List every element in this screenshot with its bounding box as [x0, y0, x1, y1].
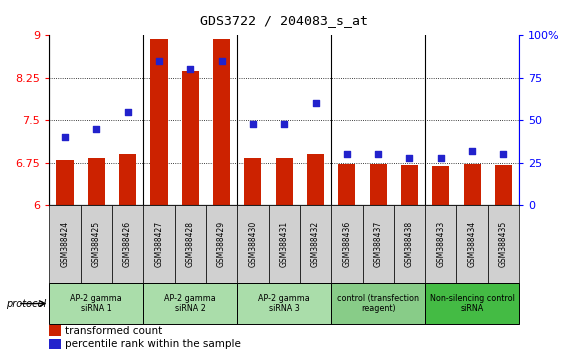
Point — [186, 67, 195, 72]
Point — [374, 152, 383, 157]
Bar — [369, 164, 387, 205]
Text: GSM388437: GSM388437 — [374, 221, 383, 267]
Point — [342, 152, 351, 157]
Text: control (transfection
reagent): control (transfection reagent) — [337, 294, 419, 313]
FancyBboxPatch shape — [206, 205, 237, 283]
Bar — [182, 70, 199, 205]
Bar — [276, 158, 293, 205]
Point — [499, 152, 508, 157]
Text: GSM388425: GSM388425 — [92, 221, 101, 267]
Point — [436, 155, 445, 161]
FancyBboxPatch shape — [362, 205, 394, 283]
Bar — [119, 154, 136, 205]
FancyBboxPatch shape — [49, 283, 143, 324]
Bar — [338, 164, 356, 205]
FancyBboxPatch shape — [175, 205, 206, 283]
Bar — [463, 164, 481, 205]
FancyBboxPatch shape — [112, 205, 143, 283]
Text: GSM388430: GSM388430 — [248, 221, 258, 267]
Text: GSM388436: GSM388436 — [342, 221, 351, 267]
Text: percentile rank within the sample: percentile rank within the sample — [66, 339, 241, 349]
Point — [154, 58, 164, 64]
Bar — [244, 158, 262, 205]
FancyBboxPatch shape — [269, 205, 300, 283]
Point — [280, 121, 289, 127]
FancyBboxPatch shape — [237, 205, 269, 283]
Point — [311, 101, 320, 106]
Point — [60, 135, 70, 140]
FancyBboxPatch shape — [300, 205, 331, 283]
FancyBboxPatch shape — [143, 205, 175, 283]
FancyBboxPatch shape — [331, 205, 362, 283]
Text: transformed count: transformed count — [66, 326, 162, 336]
Text: GDS3722 / 204083_s_at: GDS3722 / 204083_s_at — [200, 14, 368, 27]
Text: GSM388429: GSM388429 — [217, 221, 226, 267]
FancyBboxPatch shape — [49, 205, 81, 283]
Bar — [56, 160, 74, 205]
Text: AP-2 gamma
siRNA 3: AP-2 gamma siRNA 3 — [258, 294, 310, 313]
Text: GSM388427: GSM388427 — [154, 221, 164, 267]
Text: AP-2 gamma
siRNA 2: AP-2 gamma siRNA 2 — [164, 294, 216, 313]
Text: GSM388428: GSM388428 — [186, 221, 195, 267]
Bar — [88, 158, 105, 205]
Bar — [213, 39, 230, 205]
Bar — [432, 166, 450, 205]
Point — [248, 121, 258, 127]
FancyBboxPatch shape — [456, 205, 488, 283]
FancyBboxPatch shape — [425, 283, 519, 324]
Text: GSM388432: GSM388432 — [311, 221, 320, 267]
Point — [217, 58, 226, 64]
FancyBboxPatch shape — [488, 205, 519, 283]
Bar — [307, 154, 324, 205]
Bar — [150, 39, 168, 205]
FancyBboxPatch shape — [81, 205, 112, 283]
Text: GSM388434: GSM388434 — [467, 221, 477, 267]
FancyBboxPatch shape — [237, 283, 331, 324]
Bar — [495, 165, 512, 205]
Text: GSM388438: GSM388438 — [405, 221, 414, 267]
Text: GSM388424: GSM388424 — [60, 221, 70, 267]
FancyBboxPatch shape — [331, 283, 425, 324]
Text: AP-2 gamma
siRNA 1: AP-2 gamma siRNA 1 — [70, 294, 122, 313]
Text: Non-silencing control
siRNA: Non-silencing control siRNA — [430, 294, 514, 313]
Point — [405, 155, 414, 161]
Point — [123, 109, 132, 115]
Text: protocol: protocol — [6, 298, 46, 309]
FancyBboxPatch shape — [394, 205, 425, 283]
FancyBboxPatch shape — [425, 205, 456, 283]
Point — [92, 126, 101, 132]
Point — [467, 148, 477, 154]
Text: GSM388435: GSM388435 — [499, 221, 508, 267]
Text: GSM388433: GSM388433 — [436, 221, 445, 267]
Text: GSM388431: GSM388431 — [280, 221, 289, 267]
Text: GSM388426: GSM388426 — [123, 221, 132, 267]
Bar — [49, 325, 60, 336]
Bar — [401, 165, 418, 205]
Bar — [49, 338, 60, 349]
FancyBboxPatch shape — [143, 283, 237, 324]
